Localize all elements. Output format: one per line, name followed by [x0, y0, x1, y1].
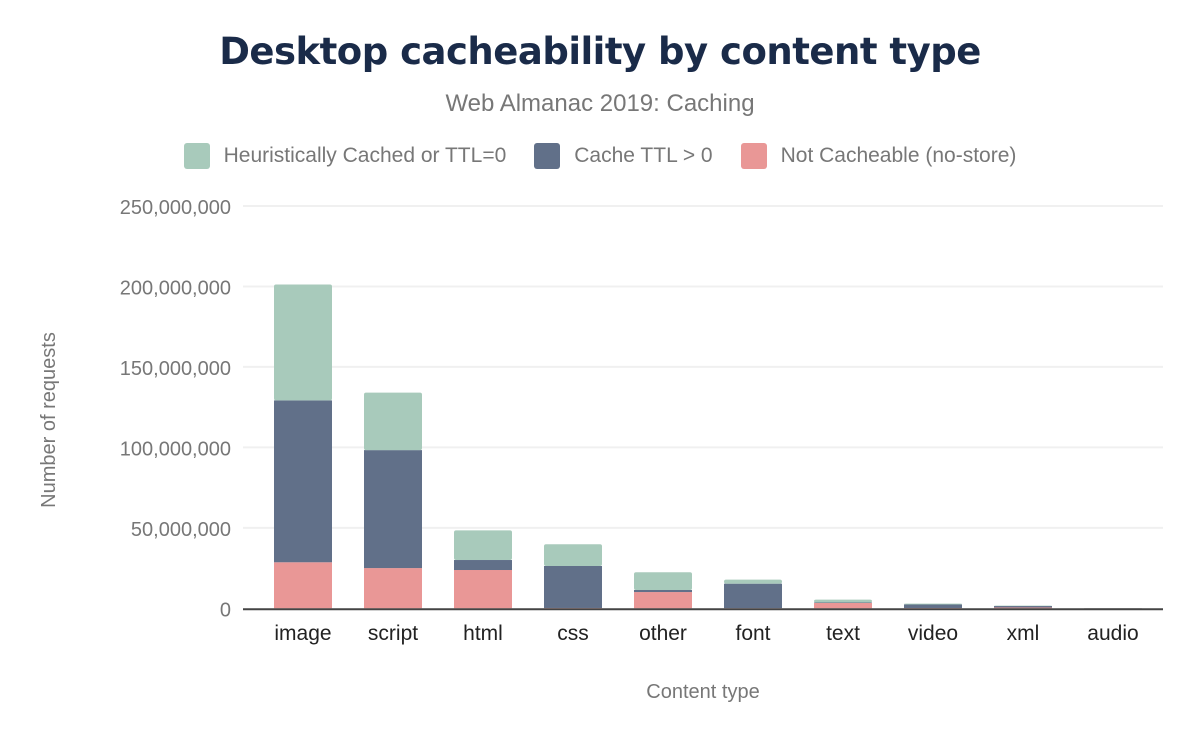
y-axis-title: Number of requests	[38, 332, 60, 508]
x-tick-label: xml	[1007, 622, 1040, 645]
x-tick-label: script	[368, 622, 418, 645]
bar-video-series-1[interactable]	[904, 604, 962, 608]
y-tick-label: 200,000,000	[120, 277, 231, 299]
legend-item-ttl[interactable]: Cache TTL > 0	[534, 143, 713, 169]
bar-font-series-1[interactable]	[724, 583, 782, 609]
bar-image-series-1[interactable]	[274, 400, 332, 563]
legend-label-ttl: Cache TTL > 0	[574, 144, 713, 167]
y-tick-label: 0	[220, 599, 231, 621]
legend-item-not-cacheable[interactable]: Not Cacheable (no-store)	[740, 143, 1017, 169]
legend-label-not-cacheable: Not Cacheable (no-store)	[780, 144, 1017, 167]
bar-html-series-0[interactable]	[454, 570, 512, 609]
chart-title: Desktop cacheability by content type	[219, 30, 981, 73]
x-tick-label: audio	[1087, 622, 1138, 645]
legend-swatch-ttl	[534, 143, 561, 169]
x-tick-label: font	[735, 622, 770, 645]
bar-xml-series-1[interactable]	[994, 606, 1052, 608]
bar-script-series-2[interactable]	[364, 392, 422, 451]
bar-css-series-1[interactable]	[544, 565, 602, 608]
legend-swatch-not-cacheable	[740, 143, 767, 169]
bar-xml-series-0[interactable]	[994, 607, 1052, 609]
bar-other-series-0[interactable]	[634, 592, 692, 609]
y-tick-label: 50,000,000	[131, 519, 231, 541]
bar-css-series-2[interactable]	[544, 544, 602, 566]
bar-image-series-2[interactable]	[274, 284, 332, 401]
bar-other-series-2[interactable]	[634, 572, 692, 590]
x-tick-label: html	[463, 622, 503, 645]
x-tick-label: other	[639, 622, 687, 645]
bar-font-series-2[interactable]	[724, 579, 782, 584]
bar-html-series-2[interactable]	[454, 530, 512, 561]
x-tick-label: image	[274, 622, 331, 645]
bar-image-series-0[interactable]	[274, 562, 332, 609]
x-tick-label: css	[557, 622, 589, 645]
bar-text-series-0[interactable]	[814, 602, 872, 609]
bar-other-series-1[interactable]	[634, 589, 692, 593]
bar-text-series-2[interactable]	[814, 599, 872, 603]
chart-subtitle: Web Almanac 2019: Caching	[445, 90, 755, 117]
legend-label-heuristic: Heuristically Cached or TTL=0	[223, 144, 507, 167]
bar-html-series-1[interactable]	[454, 560, 512, 571]
legend: Heuristically Cached or TTL=0 Cache TTL …	[0, 143, 1200, 169]
y-tick-label: 250,000,000	[120, 197, 231, 219]
x-tick-label: text	[826, 622, 860, 645]
x-axis-title: Content type	[646, 681, 759, 703]
x-tick-label: video	[908, 622, 958, 645]
bar-script-series-0[interactable]	[364, 568, 422, 609]
y-tick-label: 100,000,000	[120, 438, 231, 460]
legend-swatch-heuristic	[183, 143, 210, 169]
y-tick-label: 150,000,000	[120, 358, 231, 380]
legend-item-heuristic[interactable]: Heuristically Cached or TTL=0	[183, 143, 507, 169]
bar-script-series-1[interactable]	[364, 450, 422, 569]
bar-video-series-2[interactable]	[904, 603, 962, 605]
